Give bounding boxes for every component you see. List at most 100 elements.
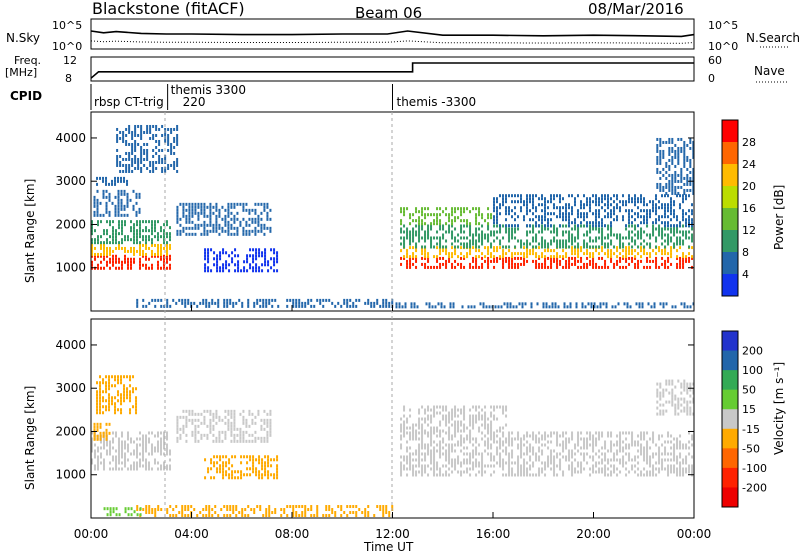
power-cell — [601, 194, 603, 198]
velocity-cell — [242, 421, 245, 425]
velocity-cell — [502, 431, 505, 435]
velocity-cell — [529, 458, 532, 462]
power-cell — [652, 221, 654, 225]
velocity-cell — [185, 439, 188, 443]
power-cell — [436, 213, 439, 217]
velocity-cell — [240, 455, 243, 459]
power-cell — [607, 255, 610, 259]
velocity-cell — [245, 424, 248, 428]
velocity-cell — [136, 443, 138, 447]
velocity-cell — [391, 505, 394, 509]
power-cell — [173, 127, 176, 131]
velocity-cell — [490, 437, 493, 441]
power-cell — [604, 242, 607, 246]
velocity-cell — [120, 393, 123, 397]
velocity-cell — [433, 455, 436, 459]
velocity-cell — [568, 458, 571, 462]
velocity-cell — [689, 409, 692, 413]
power-cell — [233, 217, 236, 221]
power-cell — [148, 301, 151, 305]
power-cell — [550, 194, 552, 198]
velocity-cell — [508, 473, 511, 477]
velocity-cell — [523, 467, 526, 471]
power-cell — [197, 214, 200, 218]
power-cell — [676, 242, 679, 246]
velocity-cell — [686, 406, 689, 410]
velocity-cell — [118, 458, 120, 462]
power-cell — [149, 130, 152, 134]
power-cell — [149, 169, 152, 173]
power-cell — [490, 233, 493, 237]
velocity-cell — [676, 440, 679, 444]
power-cell — [541, 242, 544, 246]
power-cell — [532, 230, 535, 234]
power-cell — [610, 239, 613, 243]
power-cell — [532, 227, 535, 231]
power-cell — [421, 252, 424, 256]
power-cell — [160, 257, 162, 261]
power-cell — [556, 265, 559, 269]
velocity-cell — [126, 396, 129, 400]
velocity-cell — [430, 426, 433, 430]
velocity-cell — [692, 397, 695, 401]
power-cell — [514, 265, 517, 269]
power-cell — [433, 222, 436, 226]
velocity-cell — [124, 452, 126, 456]
velocity-cell — [436, 443, 439, 447]
power-cell — [112, 220, 114, 224]
power-cell — [563, 302, 566, 306]
power-cell — [115, 266, 117, 270]
velocity-cell — [487, 440, 490, 444]
velocity-cell — [182, 430, 185, 434]
velocity-cell — [463, 423, 466, 427]
power-cell — [496, 200, 498, 204]
velocity-cell — [664, 446, 667, 450]
velocity-cell — [619, 434, 622, 438]
power-cell — [601, 230, 604, 234]
velocity-cell — [457, 426, 460, 430]
freq-tick-low: 8 — [65, 72, 72, 85]
power-cell — [216, 263, 219, 267]
velocity-cell — [99, 402, 102, 406]
power-cell — [544, 256, 547, 260]
velocity-cell — [538, 437, 541, 441]
velocity-cell — [586, 443, 589, 447]
velocity-cell — [261, 476, 264, 480]
power-cell — [574, 239, 577, 243]
power-cell — [586, 262, 589, 266]
velocity-cell — [130, 513, 133, 517]
velocity-cell — [169, 514, 172, 518]
power-cell — [224, 214, 227, 218]
power-cell — [151, 220, 153, 224]
velocity-cell — [94, 455, 96, 459]
power-cell — [559, 239, 562, 243]
power-cell — [523, 262, 526, 266]
power-cell — [112, 232, 114, 236]
power-cell — [689, 137, 692, 141]
power-cell — [475, 207, 478, 211]
velocity-cell — [105, 434, 108, 438]
power-cell — [154, 223, 156, 227]
velocity-cell — [108, 422, 111, 426]
velocity-cell — [230, 427, 233, 431]
velocity-cell — [689, 382, 692, 386]
power-cell — [382, 298, 385, 302]
power-cell — [538, 262, 541, 266]
velocity-cell — [659, 391, 662, 395]
velocity-cell — [118, 446, 120, 450]
power-cell — [126, 213, 129, 217]
power-cell — [228, 269, 231, 273]
velocity-cell — [208, 511, 211, 515]
power-cell — [682, 230, 685, 234]
velocity-cell — [96, 422, 99, 426]
power-cell — [676, 227, 679, 231]
power-cell — [529, 218, 531, 222]
power-cell — [584, 305, 587, 309]
power-cell — [605, 302, 608, 306]
velocity-cell — [520, 452, 523, 456]
velocity-cell — [182, 409, 185, 413]
velocity-cell — [200, 433, 203, 437]
power-cell — [628, 224, 631, 228]
power-cell — [595, 265, 598, 269]
power-cell — [526, 194, 528, 198]
